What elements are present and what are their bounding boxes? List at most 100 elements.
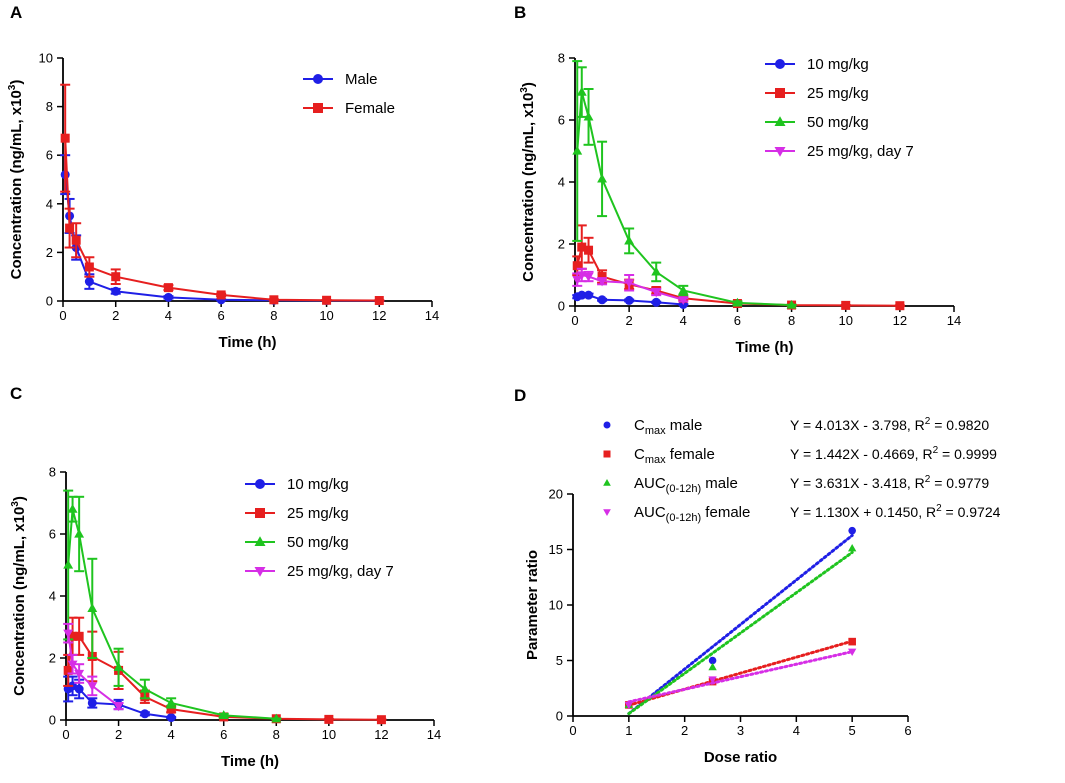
y-axis-title-text: Parameter ratio	[524, 550, 541, 660]
data-point	[678, 285, 689, 295]
panel-C: C 0 2 4 6 8 10 12 14 0 2 4 6 8 Time (h) Concentration (…	[10, 384, 441, 770]
equation-sup: 2	[936, 503, 942, 514]
legend-label: 10 mg/kg	[807, 56, 869, 73]
x-tick-label: 2	[112, 308, 119, 323]
y-tick-label: 4	[49, 589, 56, 604]
data-point	[597, 173, 608, 183]
data-point	[68, 631, 78, 641]
y-axis-title-close: )	[520, 82, 537, 87]
legend-marker	[603, 509, 611, 517]
y-tick-label: 15	[549, 542, 563, 557]
y-tick-label: 5	[556, 653, 563, 668]
data-point	[895, 301, 905, 311]
x-axis-title: Dose ratio	[704, 749, 777, 766]
data-point	[140, 709, 150, 719]
y-tick-label: 0	[49, 713, 56, 728]
data-point	[113, 702, 124, 712]
x-tick-label: 2	[681, 723, 688, 738]
legend-marker	[254, 536, 266, 546]
data-point	[67, 660, 78, 670]
x-tick-label: 10	[838, 313, 852, 328]
equation-tail: = 0.9779	[930, 475, 989, 491]
data-point	[74, 528, 85, 538]
panel-label: D	[514, 386, 526, 405]
regression-line	[627, 639, 854, 707]
data-point	[651, 297, 661, 307]
series-line	[64, 138, 380, 302]
panel-B: B 0 2 4 6 8 10 12 14 0 2 4 6 8 Time (h) Concentration (…	[514, 3, 961, 356]
data-point	[572, 276, 583, 285]
y-axis-title-sup: 3	[10, 501, 21, 507]
data-point	[111, 272, 121, 282]
data-point	[374, 296, 384, 306]
y-tick-label: 2	[558, 237, 565, 252]
data-point	[583, 272, 594, 282]
legend-marker	[774, 147, 786, 157]
x-tick-label: 4	[793, 723, 800, 738]
x-tick-label: 14	[427, 727, 441, 742]
data-point	[63, 629, 74, 639]
data-point	[708, 662, 717, 671]
legend-label-main: AUC	[634, 475, 666, 492]
legend-label-sub: (0-12h)	[666, 483, 701, 495]
legend-marker	[603, 421, 611, 429]
y-axis-title-close: )	[11, 496, 28, 501]
data-point	[597, 277, 608, 287]
equation-tail: = 0.9724	[942, 504, 1001, 520]
data-point	[841, 300, 851, 310]
data-point	[87, 682, 98, 692]
y-axis-title-text: Concentration (ng/mL, x10	[520, 93, 537, 282]
equation-sup: 2	[925, 416, 931, 427]
x-tick-label: 1	[625, 723, 632, 738]
y-axis-title: Concentration (ng/mL, x103)	[519, 82, 537, 282]
data-point	[324, 714, 334, 724]
panel-D: D 0 1 2 3 4 5 6 0 5 10 15 20 Dose ratio Parameter rati…	[514, 386, 1001, 766]
data-point	[786, 299, 797, 309]
equation-tail: = 0.9999	[938, 446, 997, 462]
data-point	[584, 290, 594, 300]
x-tick-label: 8	[273, 727, 280, 742]
x-tick-label: 0	[62, 727, 69, 742]
data-point	[708, 676, 717, 684]
data-point	[87, 698, 97, 708]
legend-label: Female	[345, 100, 395, 117]
data-point	[651, 288, 662, 298]
series-C male: Cmax male Y = 4.013X - 3.798, R2 = 0.9820	[603, 416, 989, 716]
data-point	[732, 297, 743, 307]
legend-label-sub: (0-12h)	[666, 512, 701, 524]
equation-tail: = 0.9820	[930, 417, 989, 433]
legend-label: AUC(0-12h) male	[634, 475, 738, 495]
data-point	[71, 235, 81, 245]
data-point	[67, 504, 78, 513]
data-point	[113, 662, 124, 671]
y-axis-title-text: Concentration (ng/mL, x10	[11, 507, 28, 696]
equation-text: Y = 1.130X + 0.1450, R	[790, 504, 936, 520]
data-point	[624, 295, 634, 305]
x-tick-label: 4	[165, 308, 172, 323]
regression-equation: Y = 1.442X - 0.4669, R2 = 0.9999	[790, 445, 997, 462]
x-tick-label: 14	[947, 313, 961, 328]
data-point	[216, 290, 226, 300]
legend-label-main: C	[634, 417, 645, 434]
series-25 mg/kg, day 7: 25 mg/kg, day 7	[572, 143, 914, 305]
data-point	[624, 235, 635, 245]
series-50 mg/kg: 50 mg/kg	[572, 60, 869, 309]
y-axis-title: Parameter ratio	[524, 550, 541, 660]
y-axis-title-sup: 3	[7, 84, 18, 90]
y-tick-label: 20	[549, 487, 563, 502]
x-tick-label: 8	[270, 308, 277, 323]
y-tick-label: 8	[49, 465, 56, 480]
x-tick-label: 12	[374, 727, 388, 742]
x-tick-label: 6	[734, 313, 741, 328]
legend-label: 25 mg/kg, day 7	[807, 143, 914, 160]
data-point	[63, 665, 73, 675]
data-point	[84, 262, 94, 272]
series-AUC female: AUC(0-12h) female Y = 1.130X + 0.1450, R2…	[603, 503, 1001, 710]
y-tick-label: 8	[558, 51, 565, 66]
x-tick-label: 6	[904, 723, 911, 738]
y-axis-title-close: )	[8, 80, 25, 85]
y-tick-label: 8	[46, 99, 53, 114]
panel-A: A 0 2 4 6 8 10 12 14 0 2 4 6 8 10 Time (h) Concentration…	[7, 3, 439, 351]
x-tick-label: 2	[626, 313, 633, 328]
